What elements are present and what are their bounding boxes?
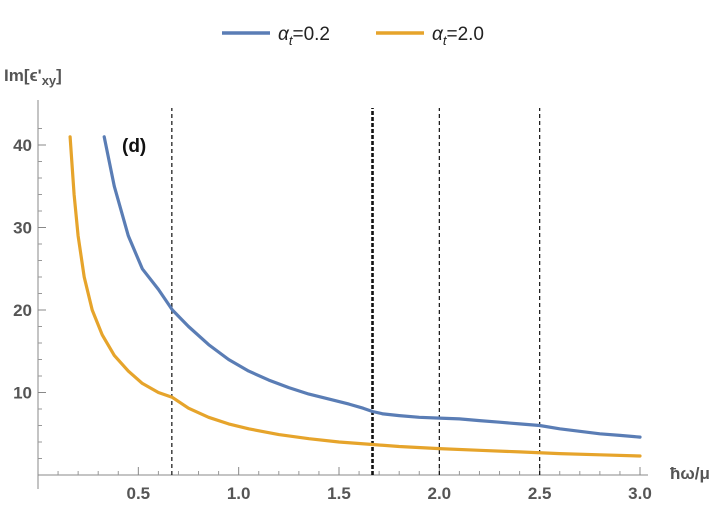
x-tick-label: 0.5 — [127, 484, 151, 503]
y-tick-label: 40 — [13, 136, 32, 155]
x-axis-label: ħω/μ — [670, 464, 710, 483]
legend-label: αt=0.2 — [278, 24, 330, 48]
x-tick-label: 2.5 — [528, 484, 552, 503]
x-tick-label: 1.0 — [227, 484, 251, 503]
legend-label: αt=2.0 — [432, 24, 484, 48]
y-axis-label-text: Im[ϵ'xy] — [4, 66, 62, 88]
x-tick-label: 2.0 — [428, 484, 452, 503]
y-tick-label: 10 — [13, 384, 32, 403]
x-tick-label: 1.5 — [327, 484, 351, 503]
series-line — [68, 135, 642, 458]
y-tick-label: 20 — [13, 301, 32, 320]
panel-label: (d) — [122, 136, 146, 157]
y-axis-label: Im[ϵ'xy] — [4, 66, 62, 88]
plot-area: 0.5 1.0 1.5 2.0 2.5 3.0 10 20 30 40 — [13, 100, 652, 503]
x-tick-label: 3.0 — [628, 484, 652, 503]
y-tick-label: 30 — [13, 219, 32, 238]
series-line — [102, 135, 642, 439]
legend: αt=0.2 αt=2.0 — [222, 24, 484, 48]
